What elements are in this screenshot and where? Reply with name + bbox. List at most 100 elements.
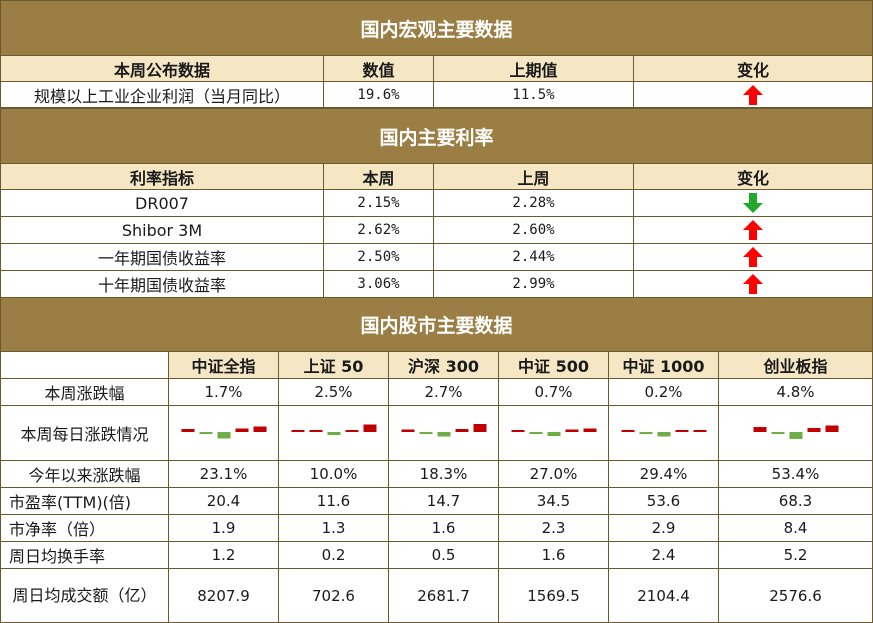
row-label: 本周涨跌幅 bbox=[0, 378, 169, 406]
daily-down-bar bbox=[529, 432, 542, 434]
daily-sparkline bbox=[278, 405, 389, 461]
metric-value: 0.2 bbox=[278, 541, 389, 569]
arrow-down-icon bbox=[635, 192, 872, 214]
daily-down-bar bbox=[437, 432, 450, 437]
daily-change-sparkline bbox=[401, 424, 486, 437]
metric-value: 53.4% bbox=[718, 460, 873, 488]
rate-prev: 2.44% bbox=[433, 243, 634, 271]
stocks-col-header: 中证 500 bbox=[498, 351, 609, 379]
row-label: 市净率（倍） bbox=[0, 514, 169, 542]
daily-change-sparkline bbox=[181, 426, 266, 439]
metric-value: 11.6 bbox=[278, 487, 389, 515]
arrow-up-icon bbox=[635, 84, 872, 106]
daily-change-sparkline bbox=[753, 425, 838, 439]
daily-sparkline bbox=[498, 405, 609, 461]
macro-table: 国内宏观主要数据 本周公布数据 数值 上期值 变化 规模以上工业企业利润（当月同… bbox=[0, 0, 873, 108]
rates-header-value: 本周 bbox=[323, 163, 434, 190]
rate-change bbox=[632, 270, 873, 298]
stock-metric-row: 今年以来涨跌幅 23.1% 10.0% 18.3% 27.0% 29.4% 53… bbox=[0, 460, 873, 488]
macro-row-value: 19.6% bbox=[323, 81, 434, 108]
macro-header-name: 本周公布数据 bbox=[0, 55, 324, 82]
row-label: 周日均换手率 bbox=[0, 541, 169, 569]
row-label: 市盈率(TTM)(倍) bbox=[0, 487, 169, 515]
turnover-value: 2681.7 bbox=[388, 568, 499, 623]
rate-change bbox=[632, 216, 873, 244]
macro-row-change bbox=[632, 81, 873, 108]
turnover-value: 2104.4 bbox=[608, 568, 719, 623]
row-label: 今年以来涨跌幅 bbox=[0, 460, 169, 488]
daily-down-bar bbox=[547, 432, 560, 436]
turnover-value: 2576.6 bbox=[718, 568, 873, 623]
metric-value: 53.6 bbox=[608, 487, 719, 515]
metric-value: 1.6 bbox=[388, 514, 499, 542]
daily-change-sparkline bbox=[511, 428, 596, 436]
daily-change-sparkline bbox=[291, 424, 376, 435]
rate-row: 一年期国债收益率 2.50% 2.44% bbox=[0, 243, 873, 271]
arrow-up-icon bbox=[635, 219, 872, 241]
daily-up-bar bbox=[565, 429, 578, 432]
stocks-col-header: 创业板指 bbox=[718, 351, 873, 379]
macro-row: 规模以上工业企业利润（当月同比） 19.6% 11.5% bbox=[0, 81, 873, 108]
metric-value: 2.3 bbox=[498, 514, 609, 542]
macro-header-change: 变化 bbox=[632, 55, 873, 82]
rate-row: DR007 2.15% 2.28% bbox=[0, 189, 873, 217]
daily-sparkline bbox=[718, 405, 873, 461]
rates-table: 国内主要利率 利率指标 本周 上周 变化 DR007 2.15% 2.28% S… bbox=[0, 108, 873, 298]
rate-row: Shibor 3M 2.62% 2.60% bbox=[0, 216, 873, 244]
rate-change bbox=[632, 189, 873, 217]
metric-value: 27.0% bbox=[498, 460, 609, 488]
weekly-change-value: 2.7% bbox=[388, 378, 499, 406]
metric-value: 1.3 bbox=[278, 514, 389, 542]
daily-up-bar bbox=[455, 429, 468, 432]
stocks-col-header: 中证 1000 bbox=[608, 351, 719, 379]
turnover-row: 周日均成交额（亿） 8207.9 702.6 2681.7 1569.5 210… bbox=[0, 568, 873, 623]
weekly-change-value: 1.7% bbox=[168, 378, 279, 406]
macro-row-name: 规模以上工业企业利润（当月同比） bbox=[0, 81, 324, 108]
metric-value: 1.9 bbox=[168, 514, 279, 542]
daily-change-row: 本周每日涨跌情况 bbox=[0, 405, 873, 461]
daily-down-bar bbox=[419, 432, 432, 434]
rate-value: 2.50% bbox=[323, 243, 434, 271]
weekly-change-value: 4.8% bbox=[718, 378, 873, 406]
rates-header-prev: 上周 bbox=[433, 163, 634, 190]
daily-down-bar bbox=[771, 432, 784, 434]
stock-metric-row: 周日均换手率 1.2 0.2 0.5 1.6 2.4 5.2 bbox=[0, 541, 873, 569]
daily-down-bar bbox=[789, 432, 802, 439]
metric-value: 20.4 bbox=[168, 487, 279, 515]
weekly-change-value: 2.5% bbox=[278, 378, 389, 406]
weekly-change-value: 0.7% bbox=[498, 378, 609, 406]
macro-title: 国内宏观主要数据 bbox=[0, 0, 873, 56]
metric-value: 1.2 bbox=[168, 541, 279, 569]
daily-up-bar bbox=[807, 428, 820, 432]
metric-value: 18.3% bbox=[388, 460, 499, 488]
arrow-up-icon bbox=[635, 273, 872, 295]
rate-prev: 2.28% bbox=[433, 189, 634, 217]
rates-title: 国内主要利率 bbox=[0, 108, 873, 164]
daily-sparkline bbox=[168, 405, 279, 461]
row-label: 本周每日涨跌情况 bbox=[0, 405, 169, 461]
macro-header-value: 数值 bbox=[323, 55, 434, 82]
weekly-change-row: 本周涨跌幅 1.7% 2.5% 2.7% 0.7% 0.2% 4.8% bbox=[0, 378, 873, 406]
daily-up-bar bbox=[753, 427, 766, 432]
daily-up-bar bbox=[401, 429, 414, 432]
rate-value: 3.06% bbox=[323, 270, 434, 298]
turnover-value: 8207.9 bbox=[168, 568, 279, 623]
rate-name: Shibor 3M bbox=[0, 216, 324, 244]
daily-up-bar bbox=[583, 428, 596, 432]
daily-up-bar bbox=[345, 430, 358, 432]
daily-up-bar bbox=[675, 430, 688, 432]
rate-change bbox=[632, 243, 873, 271]
metric-value: 2.4 bbox=[608, 541, 719, 569]
metric-value: 14.7 bbox=[388, 487, 499, 515]
daily-down-bar bbox=[217, 432, 230, 439]
metric-value: 29.4% bbox=[608, 460, 719, 488]
daily-up-bar bbox=[181, 429, 194, 432]
metric-value: 23.1% bbox=[168, 460, 279, 488]
daily-up-bar bbox=[235, 428, 248, 432]
rate-prev: 2.99% bbox=[433, 270, 634, 298]
metric-value: 0.5 bbox=[388, 541, 499, 569]
stocks-col-header: 中证全指 bbox=[168, 351, 279, 379]
daily-up-bar bbox=[693, 430, 706, 432]
rate-name: DR007 bbox=[0, 189, 324, 217]
